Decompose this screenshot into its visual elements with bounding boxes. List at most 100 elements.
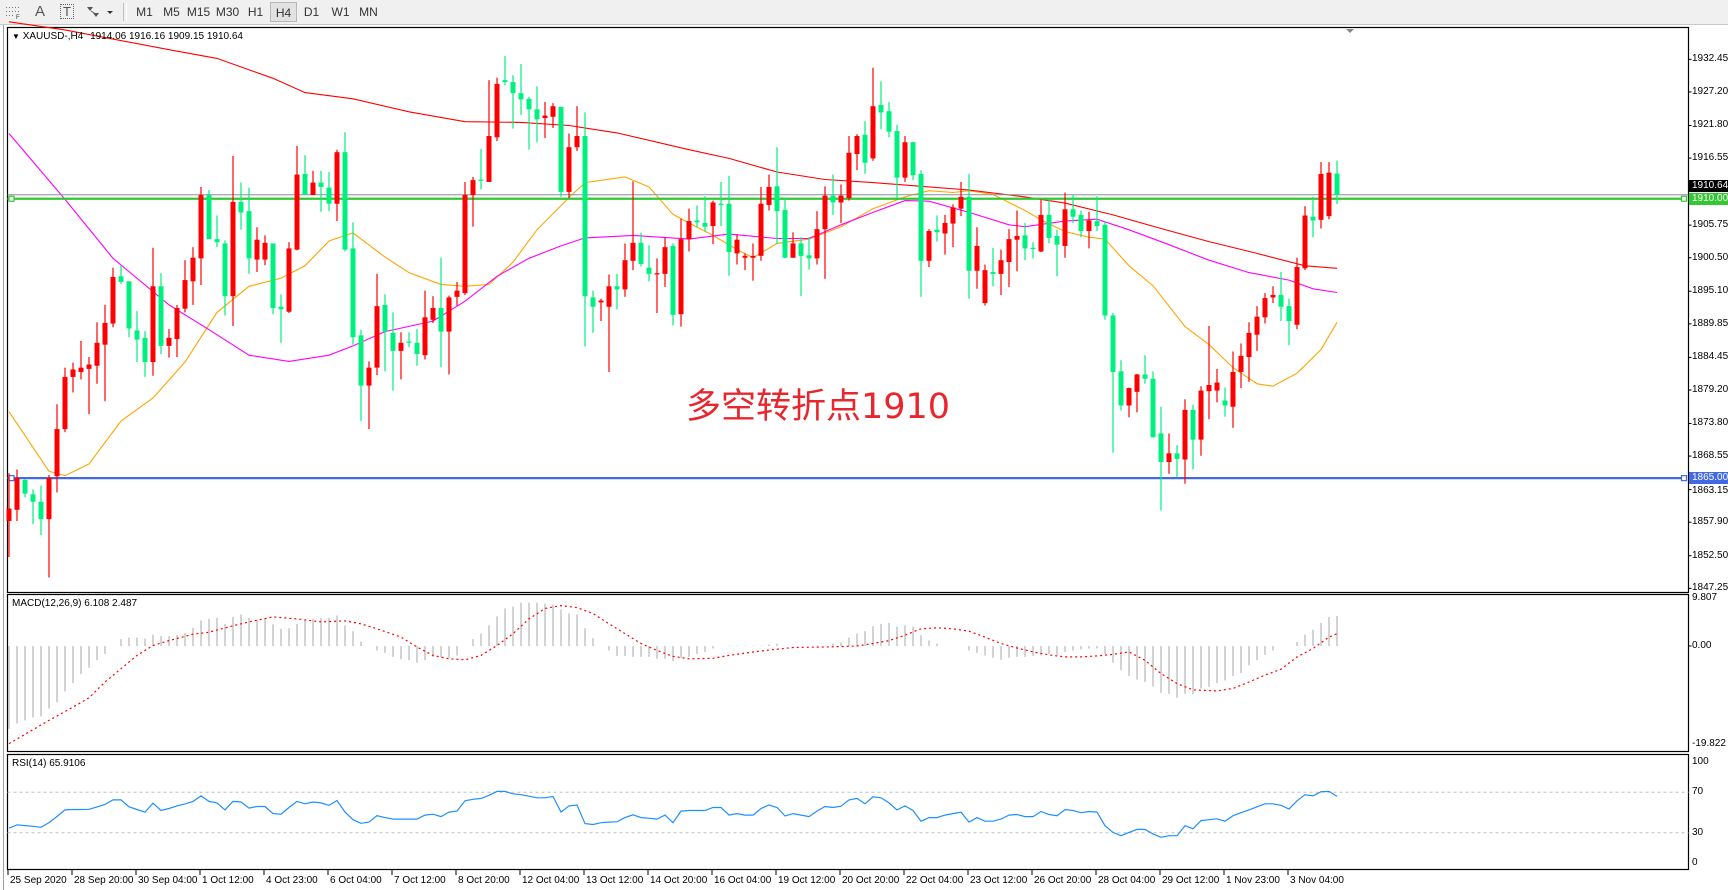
macd-label: MACD(12,26,9) 6.108 2.487 [12,598,138,609]
time-axis-label: 25 Sep 2020 [10,875,67,886]
candle-body [974,245,980,271]
candle-body [1246,332,1252,358]
candle [334,149,340,222]
price-axis-label: 1873.80 [1692,417,1728,429]
candle [526,96,532,150]
macd-axis-label: 0.00 [1692,640,1712,651]
level-anchor-handle [1680,475,1688,482]
timeframe-mn-button[interactable]: MN [359,5,378,19]
level-anchor-handle [8,475,15,482]
candle-body [478,179,484,181]
candle [1126,387,1132,418]
candle [846,136,852,201]
candle [358,329,364,422]
chart-symbol: XAUUSD-,H4 [22,31,84,42]
candle-body [198,195,204,259]
main-panel-frame [6,26,1690,594]
candle [174,304,180,358]
time-axis-label: 26 Oct 20:00 [1034,875,1092,886]
candle-body [302,173,308,196]
text-tool-button[interactable]: A [31,2,49,22]
candle [782,198,788,259]
candle-body [454,290,460,297]
candle-body [1182,409,1188,460]
candle [414,329,420,366]
candle [1262,293,1268,324]
timeframe-d1-button[interactable]: D1 [303,5,320,19]
timeframe-h4-button[interactable]: H4 [270,2,297,22]
candle-body [1118,371,1124,406]
candle [86,357,92,415]
macd-axis-label: 9.807 [1692,591,1718,603]
candle [1254,306,1260,351]
timeframe-m15-button[interactable]: M15 [186,5,211,19]
candle [438,257,444,367]
chart-toolbar: F A T M1 M5 M15 M30 H1 H4 D1 W1 MN [0,0,1728,25]
grid-lines-button[interactable]: F [3,2,23,22]
price-axis-label: 1895.10 [1692,285,1728,297]
candle [190,247,196,305]
candle-body [566,147,572,192]
candle [678,218,684,327]
candle-body [902,142,908,178]
candle-body [990,272,996,274]
candle-body [1134,374,1140,392]
candle-body [918,173,924,261]
candle-body [1198,390,1204,440]
candle [958,181,964,217]
candle [342,132,348,252]
candle-body [246,211,252,259]
candle [670,243,676,326]
timeframe-m5-button[interactable]: M5 [163,5,180,19]
candle-body [1158,433,1164,462]
text-label-tool-button[interactable]: T [58,2,76,22]
time-axis-label: 7 Oct 12:00 [394,875,446,886]
candle-body [342,152,348,250]
candle-body [614,286,620,290]
candle [6,473,12,557]
candle-body [998,260,1004,274]
timeframe-m30-button[interactable]: M30 [215,5,240,19]
time-axis-label: 12 Oct 04:00 [522,875,580,886]
candle-body [750,255,756,258]
candle [1022,222,1028,261]
candle-body [1166,453,1172,462]
candle-body [1142,374,1148,379]
candle [966,173,972,299]
time-axis-label: 30 Sep 04:00 [138,875,198,886]
candle-body [366,367,372,386]
candle [166,329,172,358]
level-price-tag[interactable]: 1910.00 [1689,192,1728,205]
candle [1326,162,1332,220]
candle-body [326,187,332,204]
candle [1094,196,1100,232]
candle-body [190,257,196,282]
chart-annotation-text[interactable]: 多空转折点1910 [686,387,951,427]
candle [1166,433,1172,474]
timeframe-m1-button[interactable]: M1 [136,5,153,19]
candle-body [1214,382,1220,391]
level-anchor-handle [1680,195,1688,202]
arrows-tool-button[interactable] [84,2,116,22]
candle-body [1230,371,1236,407]
timeframe-w1-button[interactable]: W1 [331,5,350,19]
level-price-tag[interactable]: 1865.00 [1689,472,1728,485]
candle-body [638,242,644,264]
candle [494,77,500,141]
candle [422,290,428,360]
candle [70,362,76,393]
candle [222,240,228,316]
candle [1078,210,1084,238]
candle [430,296,436,323]
timeframe-h1-button[interactable]: H1 [247,5,264,19]
candle-body [838,195,844,203]
candle [318,170,324,212]
candle-body [1310,216,1316,221]
time-axis-label: 13 Oct 12:00 [586,875,644,886]
time-axis-label: 3 Nov 04:00 [1290,875,1344,886]
candle [894,124,900,199]
collapse-triangle-icon[interactable]: ▼ [12,32,20,41]
candle-body [1094,221,1100,227]
candle [574,106,580,151]
